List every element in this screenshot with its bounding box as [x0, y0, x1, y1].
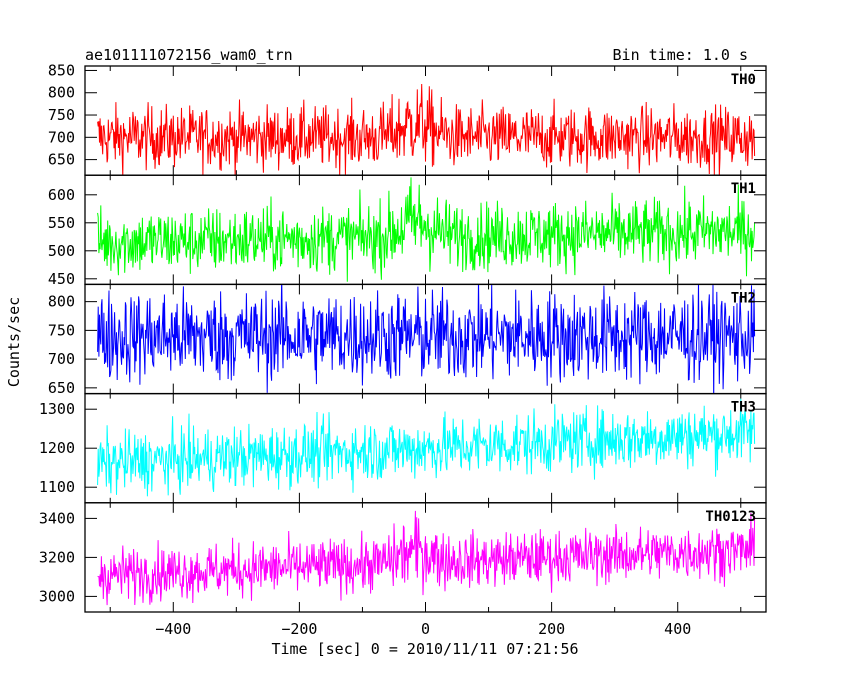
y-tick-label: 3400	[39, 509, 75, 527]
y-tick-label: 1300	[39, 400, 75, 418]
series-line-th0	[97, 83, 756, 176]
y-tick-label: 500	[48, 242, 75, 260]
bin-time-label: Bin time: 1.0 s	[613, 46, 748, 64]
panel-th2: 650 700 750 800 TH2	[48, 283, 767, 397]
chart-title: ae101111072156_wam0_trn	[85, 46, 293, 64]
x-tick-label: −400	[155, 620, 191, 638]
panels-group: 650 700 750 800 850 TH0 450 500 550 600 TH1 650 700 7…	[39, 61, 767, 613]
panel-th3: 1100 1200 1300 TH3	[39, 392, 767, 504]
y-tick-label: 750	[48, 321, 75, 339]
series-line-th1	[97, 177, 756, 282]
y-tick-label: 650	[48, 151, 75, 169]
x-tick-label: −200	[281, 620, 317, 638]
y-tick-label: 1100	[39, 478, 75, 496]
series-line-th2	[97, 284, 756, 394]
y-axis-title: Counts/sec	[5, 297, 23, 387]
y-tick-label: 550	[48, 214, 75, 232]
y-tick-label: 450	[48, 270, 75, 288]
y-tick-label: 700	[48, 128, 75, 146]
y-tick-label: 750	[48, 106, 75, 124]
x-tick-label: 200	[538, 620, 565, 638]
y-tick-label: 1200	[39, 439, 75, 457]
y-tick-label: 850	[48, 61, 75, 79]
y-tick-label: 800	[48, 293, 75, 311]
panel-label-th0: TH0	[731, 72, 756, 88]
series-line-th3	[97, 398, 756, 497]
y-tick-label: 700	[48, 350, 75, 368]
y-tick-label: 600	[48, 186, 75, 204]
y-tick-label: 800	[48, 84, 75, 102]
x-tick-label: 0	[421, 620, 430, 638]
panel-th0: 650 700 750 800 850 TH0	[48, 61, 767, 176]
series-line-th0123	[97, 510, 756, 606]
x-axis-title: Time [sec] 0 = 2010/11/11 07:21:56	[271, 640, 578, 658]
x-axis: −400 −200 0 200 400	[155, 620, 691, 638]
y-tick-label: 3200	[39, 548, 75, 566]
panel-label-th1: TH1	[731, 181, 756, 197]
panel-th1: 450 500 550 600 TH1	[48, 174, 767, 288]
panel-th0123: 3000 3200 3400 TH0123	[39, 502, 767, 613]
panel-label-th0123: TH0123	[705, 509, 756, 525]
panel-label-th2: TH2	[731, 290, 756, 306]
panel-label-th3: TH3	[731, 400, 756, 416]
x-tick-label: 400	[664, 620, 691, 638]
y-tick-label: 3000	[39, 587, 75, 605]
y-tick-label: 650	[48, 379, 75, 397]
